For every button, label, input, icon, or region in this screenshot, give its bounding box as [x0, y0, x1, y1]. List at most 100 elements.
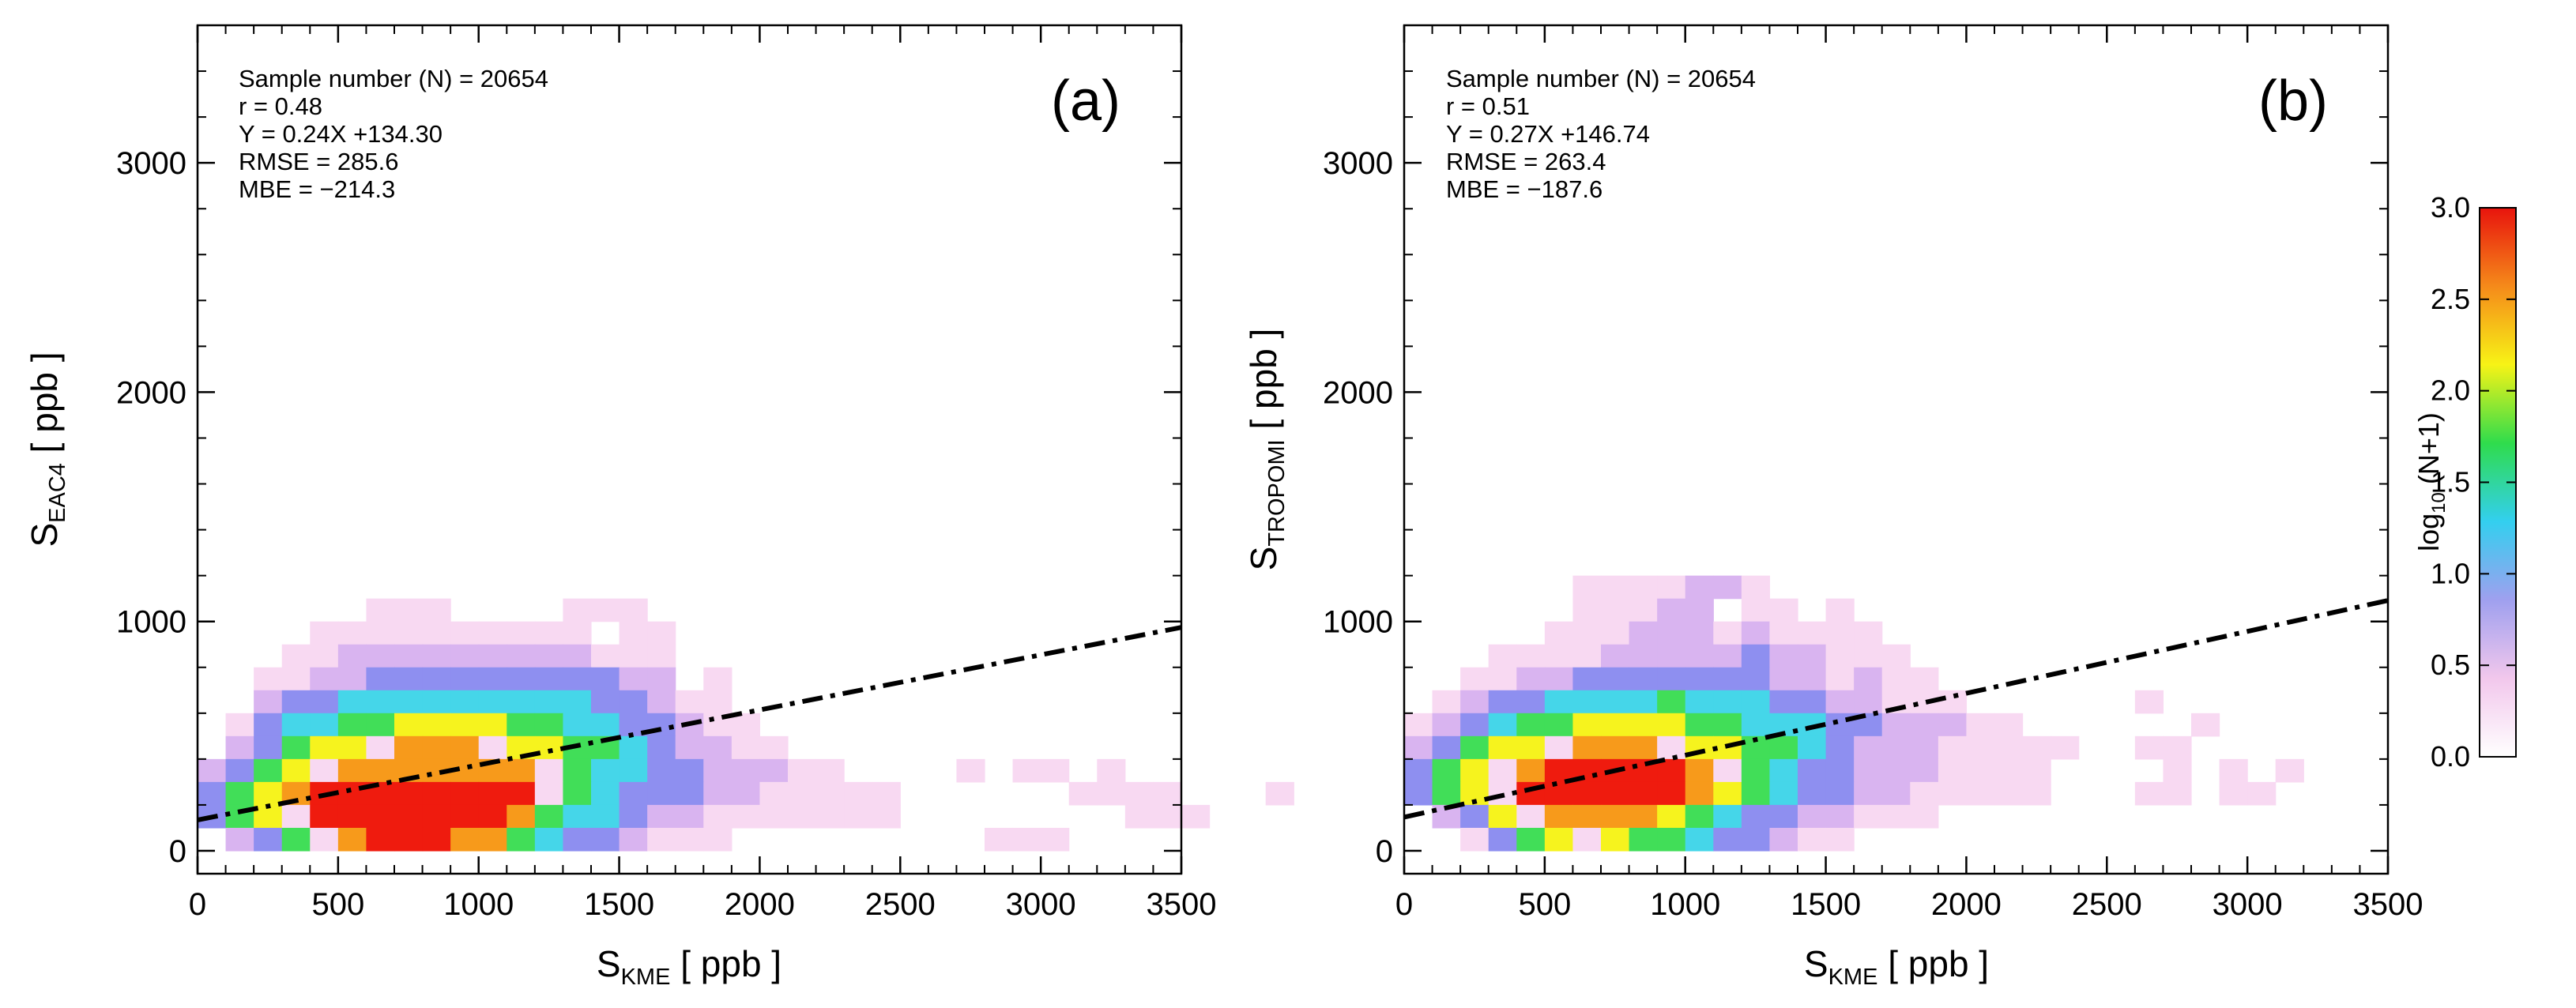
heatmap-cell [1769, 644, 1798, 668]
heatmap-cell [394, 713, 424, 737]
y-axis-label: STROPOMI [ ppb ] [1243, 329, 1290, 571]
heatmap-cell [422, 667, 451, 691]
heatmap-cell [394, 804, 424, 829]
x-tick-label: 1500 [584, 887, 654, 922]
heatmap-cell [1713, 621, 1742, 645]
heatmap-cell [1572, 804, 1602, 829]
heatmap-cell [1601, 690, 1630, 714]
panel-label: (a) [1051, 70, 1120, 133]
y-tick-label: 3000 [1323, 146, 1393, 181]
heatmap-cell [1769, 621, 1798, 645]
heatmap-cell [1657, 758, 1686, 783]
heatmap-cell [1432, 735, 1461, 760]
stats-line: Y = 0.24X +134.30 [239, 120, 443, 148]
heatmap-cell [366, 644, 395, 668]
stats-annotation: Sample number (N) = 20654 r = 0.51 Y = 0… [1446, 65, 1756, 203]
heatmap-cell [1685, 827, 1714, 852]
heatmap-cell [2191, 713, 2220, 737]
heatmap-cell [1629, 713, 1658, 737]
heatmap-cell [591, 804, 620, 829]
heatmap-cell [1544, 804, 1574, 829]
heatmap-cell [591, 644, 620, 668]
heatmap-cell [310, 735, 339, 760]
heatmap-cell [1601, 781, 1630, 806]
heatmap-cell [478, 713, 507, 737]
heatmap-cell [478, 621, 507, 645]
y-axis-label-unit: [ ppb ] [24, 352, 65, 463]
heatmap-cell [1516, 804, 1546, 829]
heatmap-cell [1741, 667, 1771, 691]
plot-border [196, 24, 1183, 875]
x-axis-label-sub: KME [621, 965, 671, 990]
heatmap-cell [1572, 827, 1602, 852]
heatmap-cell [1629, 690, 1658, 714]
x-tick-label: 0 [1395, 887, 1413, 922]
heatmap-cell [1657, 575, 1686, 600]
heatmap-cell [1657, 598, 1686, 622]
heatmap-cell [1657, 781, 1686, 806]
heatmap-cell [507, 827, 536, 852]
heatmap-cell [1769, 667, 1798, 691]
colorbar-tick-label: 0.5 [2431, 649, 2470, 681]
heatmap-cell [450, 621, 480, 645]
heatmap-cell [394, 598, 424, 622]
heatmap-cell [1741, 827, 1771, 852]
heatmap-cell [1825, 781, 1855, 806]
heatmap-cell [507, 713, 536, 737]
heatmap-cell [1404, 758, 1433, 783]
heatmap-cell [478, 781, 507, 806]
x-tick-label: 3000 [2213, 887, 2283, 922]
heatmap-cell [281, 804, 311, 829]
x-tick-label: 3500 [2353, 887, 2423, 922]
heatmap-cell [422, 713, 451, 737]
heatmap-cell [254, 804, 283, 829]
heatmap-cell [675, 735, 704, 760]
heatmap-cell [1741, 804, 1771, 829]
heatmap-cell [1488, 644, 1517, 668]
heatmap-cell [366, 621, 395, 645]
heatmap-cell [281, 758, 311, 783]
heatmap-cell [225, 781, 254, 806]
heatmap-cell [2134, 735, 2164, 760]
heatmap-cell [1854, 644, 1883, 668]
heatmap-cell [310, 758, 339, 783]
heatmap-cell [1516, 713, 1546, 737]
heatmap-cell [703, 735, 733, 760]
heatmap-cell [1012, 758, 1041, 783]
heatmap-cell [1825, 690, 1855, 714]
heatmap-cell [450, 667, 480, 691]
heatmap-cell [1097, 758, 1126, 783]
heatmap-cell [563, 644, 592, 668]
heatmap-cell [1629, 621, 1658, 645]
heatmap-cell [1460, 690, 1489, 714]
heatmap-cell [337, 621, 367, 645]
heatmap-cell [281, 827, 311, 852]
heatmap-cell [591, 690, 620, 714]
heatmap-cell [647, 690, 676, 714]
heatmap-cell [563, 621, 592, 645]
heatmap-cell [731, 758, 761, 783]
heatmap-cell [563, 781, 592, 806]
heatmap-cell [1041, 758, 1070, 783]
heatmap-cell [872, 804, 901, 829]
heatmap-cell [675, 804, 704, 829]
heatmap-cell [1601, 667, 1630, 691]
heatmap-cell [534, 781, 564, 806]
x-tick-label: 3500 [1147, 887, 1217, 922]
heatmap-cell [1769, 781, 1798, 806]
heatmap-cell [619, 735, 648, 760]
stats-line: RMSE = 285.6 [239, 148, 398, 175]
heatmap-cell [2022, 758, 2051, 783]
heatmap-cell [1460, 713, 1489, 737]
heatmap-cell [1938, 758, 1968, 783]
y-axis-label-main: S [1243, 547, 1284, 571]
heatmap-cell [1798, 758, 1827, 783]
x-tick-label: 0 [189, 887, 206, 922]
heatmap-cell [225, 827, 254, 852]
heatmap-cell [450, 827, 480, 852]
heatmap-cell [478, 690, 507, 714]
heatmap-cell [225, 735, 254, 760]
heatmap-cell [450, 781, 480, 806]
heatmap-cell [1910, 758, 1939, 783]
heatmap-cell [366, 598, 395, 622]
